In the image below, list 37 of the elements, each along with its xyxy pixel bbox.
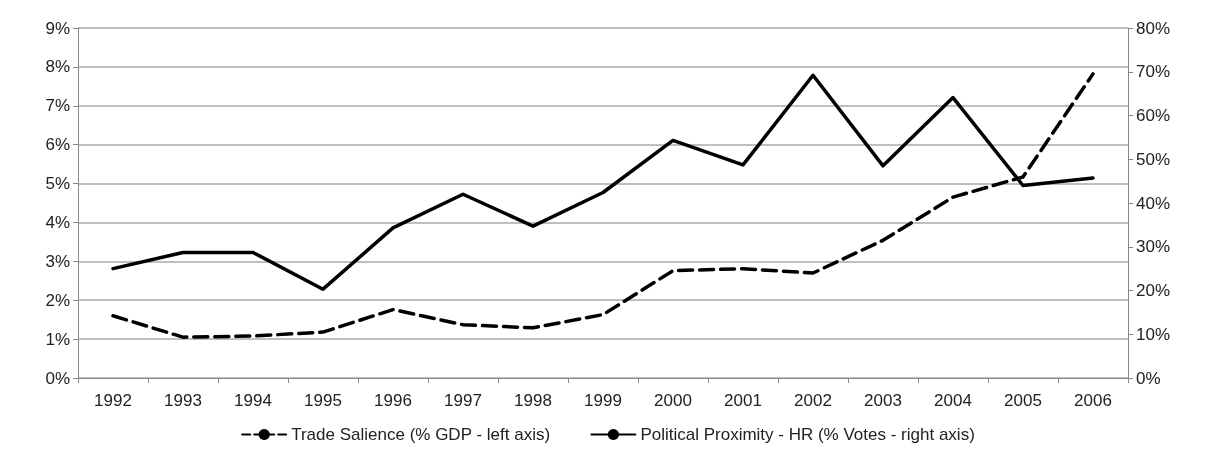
x-tick-label: 2000 (654, 391, 692, 410)
y2-tick-label: 50% (1136, 149, 1171, 169)
y2-tick-label: 10% (1136, 324, 1171, 344)
x-tick-label: 2005 (1004, 391, 1042, 410)
x-tick-label: 1993 (164, 391, 202, 410)
legend-label: Political Proximity - HR (% Votes - right axis) (640, 425, 975, 444)
x-tick-label: 1999 (584, 391, 622, 410)
y2-tick-label: 0% (1136, 368, 1161, 388)
y2-tick-label: 30% (1136, 237, 1171, 257)
y-tick-label: 0% (45, 368, 70, 388)
y-tick-label: 5% (45, 174, 70, 194)
x-tick-label: 1994 (234, 391, 272, 410)
y2-tick-label: 60% (1136, 106, 1171, 125)
y-tick-label: 6% (45, 135, 70, 155)
y-tick-label: 9% (45, 18, 70, 38)
x-tick-label: 2004 (934, 391, 972, 410)
legend-label: Trade Salience (% GDP - left axis) (291, 425, 551, 444)
y-tick-label: 7% (45, 96, 70, 116)
x-tick-label: 2003 (864, 391, 902, 410)
x-tick-label: 1998 (514, 391, 552, 410)
y2-tick-label: 80% (1136, 18, 1171, 38)
line-series (111, 72, 1095, 339)
y2-tick-label: 70% (1136, 62, 1171, 82)
x-tick-label: 2001 (724, 391, 762, 410)
x-tick-label: 1992 (94, 391, 132, 410)
x-tick-label: 1995 (304, 391, 342, 410)
y2-tick-label: 40% (1136, 193, 1171, 213)
x-tick-label: 2006 (1074, 391, 1112, 410)
y-tick-label: 2% (45, 290, 70, 310)
y-tick-label: 1% (45, 329, 70, 349)
y-tick-label: 4% (45, 212, 70, 232)
y-tick-label: 3% (45, 251, 70, 271)
x-tick-label: 1997 (444, 391, 482, 410)
x-tick-label: 1996 (374, 391, 412, 410)
y2-tick-label: 20% (1136, 281, 1171, 300)
y-tick-label: 8% (45, 57, 70, 77)
x-tick-label: 2002 (794, 391, 832, 410)
